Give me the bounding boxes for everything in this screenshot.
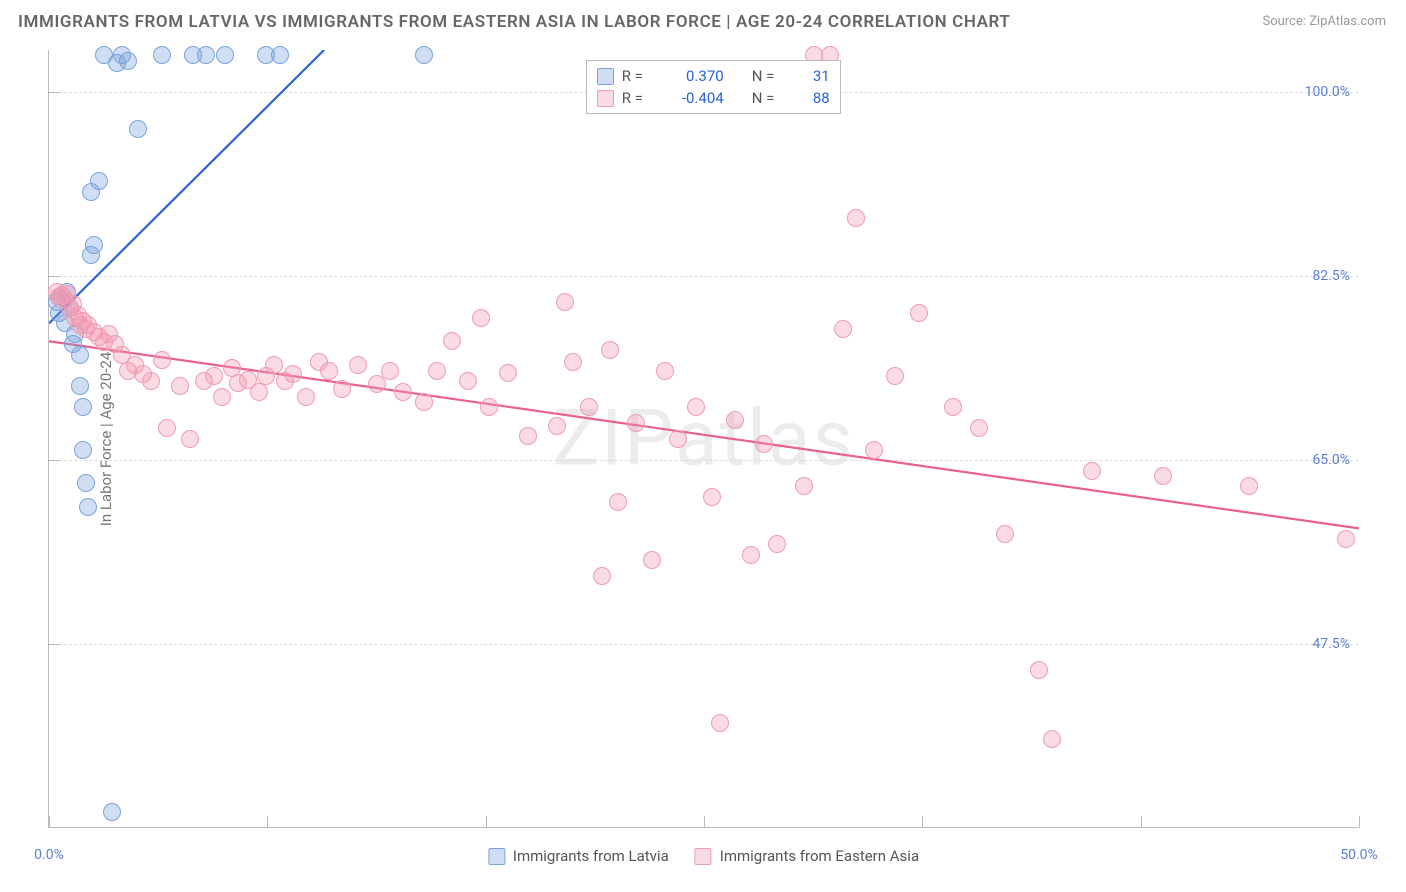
data-point <box>349 356 367 374</box>
data-point <box>669 430 687 448</box>
data-point <box>153 351 171 369</box>
plot-area: In Labor Force | Age 20-24 ZIPatlas 47.5… <box>48 50 1358 828</box>
data-point <box>153 46 171 64</box>
data-point <box>1240 477 1258 495</box>
data-point <box>656 362 674 380</box>
data-point <box>580 398 598 416</box>
legend-label: Immigrants from Eastern Asia <box>720 847 919 865</box>
data-point <box>271 46 289 64</box>
data-point <box>71 346 89 364</box>
data-point <box>865 441 883 459</box>
data-point <box>79 498 97 516</box>
data-point <box>216 46 234 64</box>
data-point <box>77 474 95 492</box>
data-point <box>368 375 386 393</box>
data-point <box>213 388 231 406</box>
legend-row: R =-0.404N =88 <box>597 87 830 109</box>
data-point <box>205 367 223 385</box>
data-point <box>297 388 315 406</box>
data-point <box>74 441 92 459</box>
data-point <box>1043 730 1061 748</box>
data-point <box>886 367 904 385</box>
data-point <box>726 411 744 429</box>
source-label: Source: ZipAtlas.com <box>1262 14 1386 29</box>
data-point <box>181 430 199 448</box>
data-point <box>564 353 582 371</box>
data-point <box>394 383 412 401</box>
data-point <box>834 320 852 338</box>
data-point <box>85 236 103 254</box>
data-point <box>197 46 215 64</box>
data-point <box>103 803 121 821</box>
chart-svg <box>49 50 1358 827</box>
data-point <box>320 362 338 380</box>
data-point <box>171 377 189 395</box>
legend-swatch <box>695 848 712 865</box>
data-point <box>265 356 283 374</box>
data-point <box>74 398 92 416</box>
data-point <box>71 377 89 395</box>
data-point <box>768 535 786 553</box>
data-point <box>472 309 490 327</box>
data-point <box>119 52 137 70</box>
data-point <box>742 546 760 564</box>
data-point <box>415 46 433 64</box>
data-point <box>142 372 160 390</box>
data-point <box>333 380 351 398</box>
correlation-legend: R =0.370N =31R =-0.404N =88 <box>586 60 841 114</box>
data-point <box>996 525 1014 543</box>
data-point <box>627 414 645 432</box>
data-point <box>499 364 517 382</box>
data-point <box>428 362 446 380</box>
data-point <box>90 172 108 190</box>
data-point <box>601 341 619 359</box>
data-point <box>519 427 537 445</box>
data-point <box>1154 467 1172 485</box>
x-tick-label: 50.0% <box>1340 847 1378 863</box>
data-point <box>284 365 302 383</box>
data-point <box>687 398 705 416</box>
data-point <box>795 477 813 495</box>
data-point <box>970 419 988 437</box>
legend-item: Immigrants from Eastern Asia <box>695 847 919 865</box>
data-point <box>703 488 721 506</box>
chart-title: IMMIGRANTS FROM LATVIA VS IMMIGRANTS FRO… <box>18 12 1010 32</box>
legend-swatch <box>488 848 505 865</box>
data-point <box>847 209 865 227</box>
data-point <box>1030 661 1048 679</box>
legend-label: Immigrants from Latvia <box>513 847 669 865</box>
data-point <box>443 332 461 350</box>
data-point <box>609 493 627 511</box>
data-point <box>643 551 661 569</box>
data-point <box>755 435 773 453</box>
data-point <box>910 304 928 322</box>
data-point <box>548 417 566 435</box>
data-point <box>129 120 147 138</box>
legend-swatch <box>597 90 614 107</box>
data-point <box>381 362 399 380</box>
legend-item: Immigrants from Latvia <box>488 847 669 865</box>
series-legend: Immigrants from Latvia Immigrants from Ea… <box>488 847 919 865</box>
legend-row: R =0.370N =31 <box>597 65 830 87</box>
data-point <box>480 398 498 416</box>
data-point <box>944 398 962 416</box>
data-point <box>1337 530 1355 548</box>
data-point <box>1083 462 1101 480</box>
data-point <box>593 567 611 585</box>
data-point <box>711 714 729 732</box>
data-point <box>158 419 176 437</box>
x-tick-label: 0.0% <box>34 847 64 863</box>
data-point <box>415 393 433 411</box>
data-point <box>556 293 574 311</box>
x-tick <box>1359 816 1360 828</box>
data-point <box>459 372 477 390</box>
legend-swatch <box>597 68 614 85</box>
data-point <box>250 383 268 401</box>
